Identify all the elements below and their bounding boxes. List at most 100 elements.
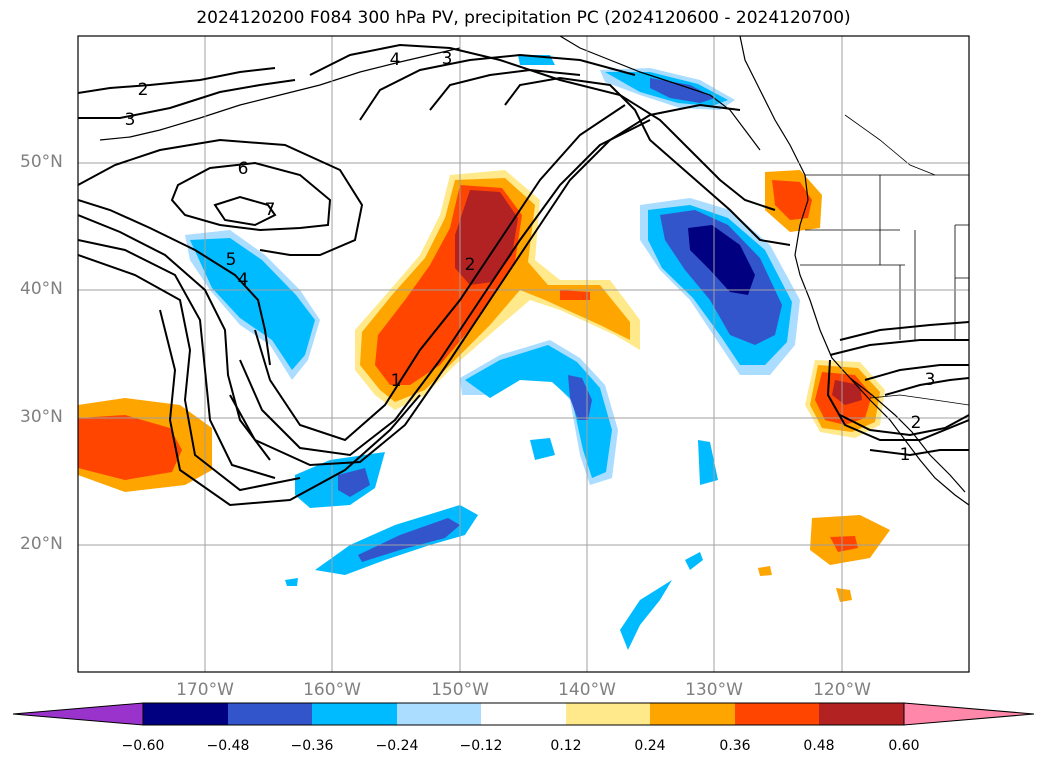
precip-positive-dot-2 xyxy=(836,588,852,602)
precip-positive-southeast-core xyxy=(830,536,858,552)
pv-contour-band-2 xyxy=(78,239,276,479)
pv-label: 6 xyxy=(238,159,249,179)
pv-contour-2-center xyxy=(229,103,741,467)
precip-negative-sw-strong xyxy=(338,468,370,497)
pv-contour-2-top xyxy=(78,67,276,94)
pv-label: 3 xyxy=(125,110,136,130)
precip-positive-pnw-strong xyxy=(772,180,812,220)
figure-title: 2024120200 F084 300 hPa PV, precipitatio… xyxy=(196,8,851,28)
pv-contour-ridge-2 xyxy=(429,68,581,111)
pv-label: 1 xyxy=(900,445,911,465)
pv-label: 4 xyxy=(238,270,249,290)
state-lines xyxy=(800,175,969,340)
lon-label: 150°W xyxy=(431,680,489,700)
pv-contour-east-6 xyxy=(869,449,969,457)
precip-positive-central-max xyxy=(455,190,518,285)
lon-label: 170°W xyxy=(176,680,234,700)
precip-negative-south-3 xyxy=(685,552,703,570)
colorbar-segment xyxy=(735,703,819,725)
map-frame xyxy=(77,35,970,673)
colorbar-segment xyxy=(819,703,904,725)
map-area: 2 3 4 3 6 7 5 4 2 1 2 1 3 xyxy=(78,36,969,672)
colorbar-segment xyxy=(566,703,650,725)
colorbar-tick-label: −0.12 xyxy=(459,738,503,754)
lat-label: 20°N xyxy=(20,534,63,554)
alaska-coast xyxy=(559,36,761,151)
pv-contour-ridge-3 xyxy=(504,76,791,246)
pv-label: 2 xyxy=(465,255,476,275)
colorbar-segment xyxy=(228,703,312,725)
pv-contour-east-1 xyxy=(839,321,969,341)
us-mexico-border xyxy=(869,394,969,406)
pv-contour-outer-lower xyxy=(159,309,421,507)
colorbar-segment xyxy=(143,703,228,725)
lon-label: 130°W xyxy=(685,680,743,700)
colorbar-tick-label: 0.60 xyxy=(888,738,920,754)
colorbar-segment xyxy=(397,703,481,725)
baja-peninsula xyxy=(849,377,966,493)
pv-label: 7 xyxy=(265,200,276,220)
colorbar-extend-low xyxy=(12,702,144,726)
colorbar-extend-high xyxy=(903,702,1035,726)
precip-positive-central-spur xyxy=(560,290,590,300)
pv-contour-east-loop xyxy=(826,359,969,441)
precip-positive-dot-1 xyxy=(758,566,772,576)
pv-contour-1-a xyxy=(254,104,626,442)
pv-contour-band-1 xyxy=(78,214,271,461)
lon-label: 160°W xyxy=(303,680,361,700)
precip-negative-west-mid xyxy=(190,238,315,370)
pv-contour-6 xyxy=(170,161,332,232)
colorbar-tick-label: 0.36 xyxy=(719,738,751,754)
precip-negative-south-1 xyxy=(620,580,672,650)
pv-label: 5 xyxy=(226,250,237,270)
aleutian-chain xyxy=(99,47,461,141)
pv-label: 3 xyxy=(925,370,936,390)
precip-negative-large-max xyxy=(688,225,755,295)
precip-negative-arc-strong xyxy=(568,375,592,420)
pv-label: 2 xyxy=(911,413,922,433)
pv-contour-east-4 xyxy=(864,364,969,381)
precip-negative-hawaii-strong xyxy=(358,518,460,562)
precip-negative-gulf-strong xyxy=(650,78,715,103)
pv-label: 3 xyxy=(442,49,453,69)
pv-contour-east-3 xyxy=(839,414,969,437)
lat-label: 40°N xyxy=(20,279,63,299)
canada-bc-lines xyxy=(844,114,936,176)
pv-contour-band-3 xyxy=(78,254,301,492)
pv-contour-east-2 xyxy=(829,339,969,356)
pv-label: 1 xyxy=(391,371,402,391)
lat-label: 30°N xyxy=(20,407,63,427)
colorbar xyxy=(12,702,1035,726)
precip-negative-small-1 xyxy=(285,578,298,586)
precip-positive-west-strong xyxy=(78,415,182,480)
colorbar-tick-label: −0.24 xyxy=(375,738,419,754)
pv-label: 4 xyxy=(390,50,401,70)
colorbar-tick-label: 0.48 xyxy=(803,738,835,754)
pv-contour-4-upper xyxy=(78,199,271,366)
lon-label: 120°W xyxy=(813,680,871,700)
political-boundaries xyxy=(800,114,969,406)
precip-positive-baja-max xyxy=(832,380,862,405)
pv-contour-labels: 2 3 4 3 6 7 5 4 2 1 2 1 3 xyxy=(125,49,936,465)
pv-contour-7 xyxy=(213,195,277,227)
pv-contour-east-5 xyxy=(884,377,969,396)
lat-label: 50°N xyxy=(20,152,63,172)
colorbar-tick-label: 0.24 xyxy=(634,738,666,754)
colorbar-tick-label: −0.36 xyxy=(290,738,334,754)
colorbar-tick-label: −0.60 xyxy=(121,738,165,754)
pv-contour-loop-north xyxy=(309,43,776,211)
colorbar-segment xyxy=(481,703,566,725)
pv-contour-3-top xyxy=(78,79,296,119)
pv-contour-5 xyxy=(78,138,364,256)
lon-label: 140°W xyxy=(558,680,616,700)
colorbar-tick-label: −0.48 xyxy=(206,738,250,754)
colorbar-segment xyxy=(312,703,397,725)
pv-contours xyxy=(78,43,969,507)
colorbar-tick-label: 0.12 xyxy=(550,738,582,754)
pv-contour-1-b xyxy=(239,119,651,457)
pv-contour-ridge-1 xyxy=(359,53,636,121)
precip-negative-south-2 xyxy=(698,440,718,485)
colorbar-frame xyxy=(142,702,905,726)
pv-label: 2 xyxy=(138,80,149,100)
